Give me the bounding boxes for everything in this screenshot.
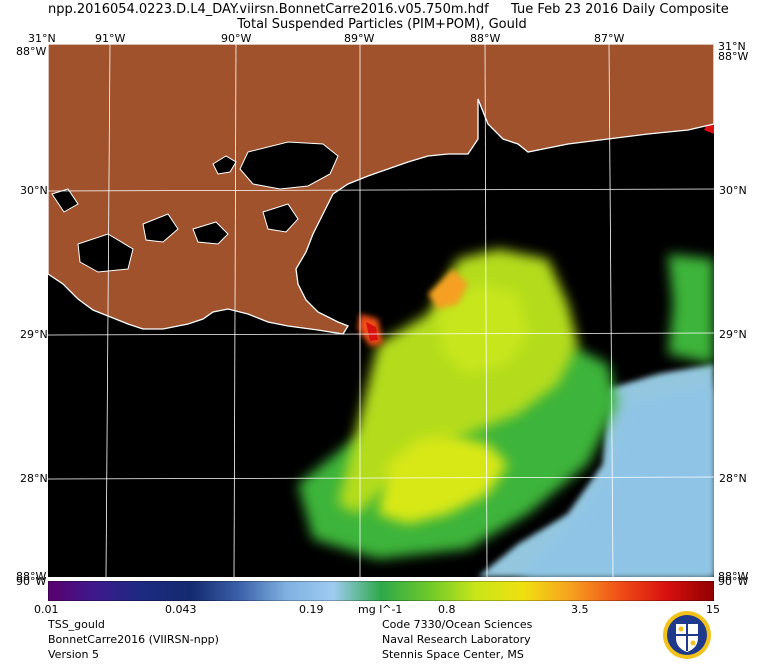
colorbar	[48, 581, 714, 601]
lon-label: 31°N	[28, 32, 56, 45]
colorbar-tick: 0.8	[438, 603, 456, 616]
footer-left: TSS_gould BonnetCarre2016 (VIIRSN-npp) V…	[48, 617, 219, 662]
lat-label-left: 28°N	[20, 472, 48, 485]
composite-date: Tue Feb 23 2016 Daily Composite	[511, 2, 729, 17]
lon-label: 89°W	[344, 32, 375, 45]
product-name: TSS_gould	[48, 618, 105, 631]
land-mass	[48, 44, 714, 335]
product-title: Total Suspended Particles (PIM+POM), Gou…	[237, 17, 527, 32]
graticule	[48, 44, 714, 577]
lat-label-left: 90°W	[16, 575, 47, 588]
colorbar-unit: mg l^-1	[358, 603, 403, 616]
tss-plume	[298, 119, 714, 577]
org-code: Code 7330/Ocean Sciences	[382, 618, 533, 631]
lake	[212, 155, 237, 175]
colorbar-tick: 3.5	[571, 603, 589, 616]
lat-label-right: 28°N	[719, 472, 747, 485]
colorbar-tick: 0.19	[299, 603, 324, 616]
lake	[142, 213, 179, 243]
lat-label-left: 30°N	[20, 184, 48, 197]
region-sensor: BonnetCarre2016 (VIIRSN-npp)	[48, 633, 219, 646]
lat-label-right: 29°N	[719, 328, 747, 341]
colorbar-tick: 15	[706, 603, 720, 616]
lon-label: 88°W	[470, 32, 501, 45]
lat-label-right: 88°W	[718, 570, 749, 583]
lon-label: 87°W	[594, 32, 625, 45]
org-location: Stennis Space Center, MS	[382, 648, 524, 661]
lake	[262, 203, 299, 233]
tss-map	[48, 44, 714, 577]
lat-label-left: 88°W	[16, 570, 47, 583]
lake	[239, 141, 339, 190]
footer-right: Code 7330/Ocean Sciences Naval Research …	[382, 617, 532, 662]
lat-label-right: 90°W	[718, 575, 749, 588]
lake	[192, 221, 229, 245]
colorbar-tick: 0.01	[34, 603, 59, 616]
file-title: npp.2016054.0223.D.L4_DAY.viirsn.BonnetC…	[48, 2, 729, 17]
lat-label-right: 88°W	[718, 50, 749, 63]
org-name: Naval Research Laboratory	[382, 633, 531, 646]
lat-label-left: 29°N	[20, 328, 48, 341]
lat-label-left: 88°W	[16, 45, 47, 58]
lon-label: 91°W	[95, 32, 126, 45]
lon-label: 90°W	[221, 32, 252, 45]
colorbar-tick: 0.043	[165, 603, 197, 616]
file-name: npp.2016054.0223.D.L4_DAY.viirsn.BonnetC…	[48, 2, 489, 17]
lon-label: 31°N	[718, 40, 746, 53]
lat-label-right: 30°N	[719, 184, 747, 197]
lake	[77, 233, 134, 273]
nrl-seal-icon	[663, 611, 711, 659]
version: Version 5	[48, 648, 99, 661]
